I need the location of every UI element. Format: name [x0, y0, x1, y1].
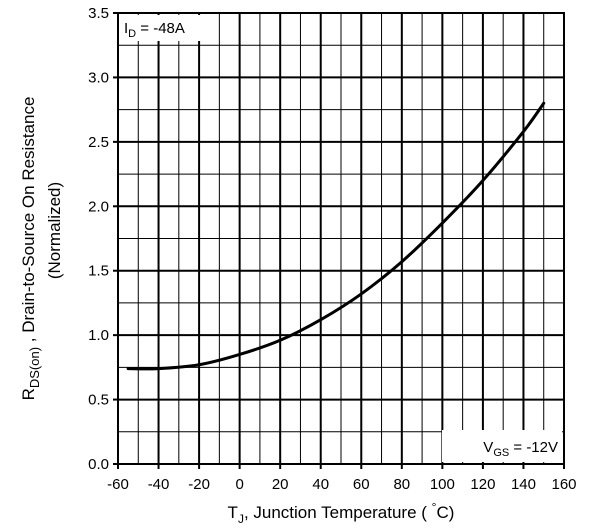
x-tick-label: 160 — [551, 476, 576, 493]
x-tick-label: 60 — [353, 476, 370, 493]
y-label-r: R — [19, 388, 38, 400]
x-tick-label: 100 — [430, 476, 455, 493]
y-tick-labels: 0.0 0.5 1.0 1.5 2.0 2.5 3.0 3.5 — [88, 5, 109, 473]
vgs-subscript: GS — [493, 447, 509, 459]
x-label-rest: , Junction Temperature ( — [244, 503, 432, 522]
y-label-rest: , Drain-to-Source On Resistance — [19, 97, 38, 347]
vgs-annotation-box — [442, 430, 562, 462]
vgs-main: V — [483, 439, 493, 456]
x-label-main: T — [228, 503, 238, 522]
y-axis-label-line2: (Normalized) — [45, 182, 64, 279]
vgs-annotation: VGS = -12V — [483, 439, 558, 459]
y-tick-label: 3.0 — [88, 69, 109, 86]
y-tick-label: 0.5 — [88, 392, 109, 409]
x-tick-label: 120 — [470, 476, 495, 493]
x-tick-label: 140 — [511, 476, 536, 493]
tick-marks — [113, 12, 565, 469]
x-tick-label: -40 — [148, 476, 170, 493]
x-tick-label: 20 — [272, 476, 289, 493]
y-tick-label: 0.0 — [88, 456, 109, 473]
minor-gridlines — [117, 12, 565, 465]
y-tick-label: 1.5 — [88, 263, 109, 280]
vgs-value: = -12V — [509, 439, 558, 456]
x-tick-label: 80 — [393, 476, 410, 493]
y-axis-label-line1: RDS(on) , Drain-to-Source On Resistance — [19, 97, 42, 401]
x-label-subscript: J — [238, 512, 244, 526]
id-annotation-box — [120, 15, 216, 41]
y-tick-label: 2.0 — [88, 198, 109, 215]
x-tick-labels: -60 -40 -20 0 20 40 60 80 100 120 140 160 — [107, 476, 576, 493]
x-label-degree: ° — [432, 500, 437, 514]
y-tick-label: 3.5 — [88, 5, 109, 22]
y-tick-label: 1.0 — [88, 327, 109, 344]
y-label-subscript: DS(on) — [27, 347, 42, 388]
x-tick-label: 0 — [235, 476, 243, 493]
x-axis-label: TJ, Junction Temperature ( °C) — [228, 500, 455, 526]
y-tick-label: 2.5 — [88, 134, 109, 151]
x-label-unit: C) — [436, 503, 454, 522]
id-annotation: ID = -48A — [124, 20, 185, 40]
plot-frame — [117, 12, 565, 465]
id-subscript: D — [128, 28, 136, 40]
y-axis-label: RDS(on) , Drain-to-Source On Resistance … — [19, 97, 64, 401]
rds-on-curve — [126, 101, 546, 371]
x-tick-label: 40 — [312, 476, 329, 493]
id-main: I — [124, 20, 128, 37]
id-value: = -48A — [136, 20, 185, 37]
x-tick-label: -60 — [107, 476, 129, 493]
x-tick-label: -20 — [188, 476, 210, 493]
